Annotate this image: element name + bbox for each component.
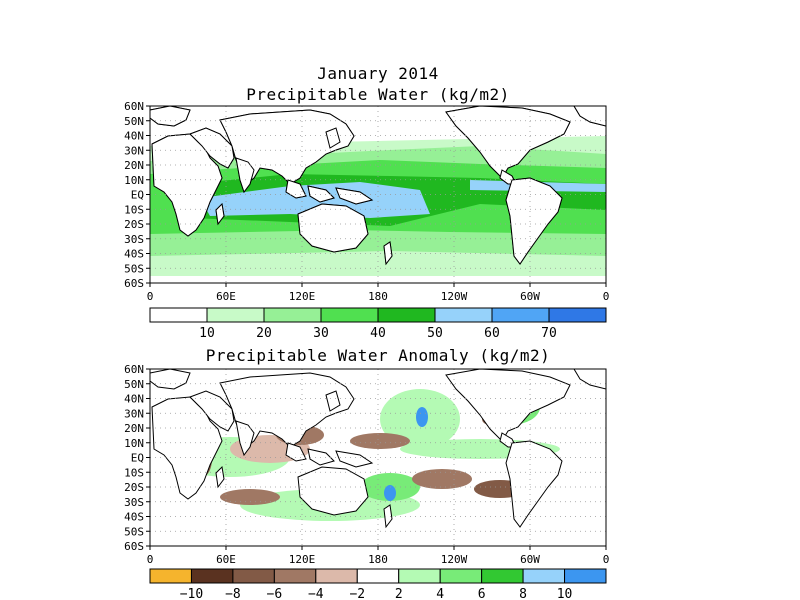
lon-tick-label-top: 0 xyxy=(147,290,154,303)
lon-tick-label-bottom: 60E xyxy=(216,553,236,566)
lat-tick-label-bottom: 60S xyxy=(124,540,144,553)
colorbar-label-anomaly: 6 xyxy=(478,587,486,600)
lon-tick-label-bottom: 0 xyxy=(147,553,154,566)
lat-tick-label-top: 40S xyxy=(124,248,144,261)
colorbar-swatch-anomaly xyxy=(190,568,234,584)
colorbar-swatch-pw xyxy=(434,307,493,323)
lon-tick-label-top: 180 xyxy=(368,290,388,303)
colorbar-label-pw: 50 xyxy=(427,326,443,341)
colorbar-swatch-anomaly xyxy=(232,568,275,584)
lon-axis-bottom: 0 60E 120E 180 120W 60W 0 xyxy=(147,546,610,566)
colorbar-swatch-pw xyxy=(377,307,436,323)
lon-tick-label-bottom: 120W xyxy=(441,553,468,566)
chart-title-anomaly: Precipitable Water Anomaly (kg/m2) xyxy=(205,346,551,365)
colorbar-swatch-pw xyxy=(263,307,322,323)
colorbar-label-pw: 60 xyxy=(484,326,500,341)
lat-tick-label-top: 30S xyxy=(124,233,144,246)
lon-tick-label-top: 120W xyxy=(441,290,468,303)
colorbar-label-anomaly: 2 xyxy=(395,587,403,600)
colorbar-anomaly: −10 −8 −6 −4 −2 2 4 6 8 10 xyxy=(149,568,607,600)
colorbar-swatch-anomaly xyxy=(522,568,566,584)
lon-tick-label-top: 60E xyxy=(216,290,236,303)
colorbar-swatch-pw xyxy=(320,307,379,323)
lon-tick-label-top: 0 xyxy=(603,290,610,303)
colorbar-label-anomaly: −6 xyxy=(267,587,283,600)
colorbar-swatch-anomaly xyxy=(315,568,358,584)
lon-tick-label-bottom: 120E xyxy=(289,553,316,566)
lat-tick-label-top: 50S xyxy=(124,262,144,275)
colorbar-swatch-pw xyxy=(149,307,208,323)
colorbar-label-anomaly: −4 xyxy=(308,587,324,600)
lon-tick-label-bottom: 180 xyxy=(368,553,388,566)
lat-tick-label-bottom: 20N xyxy=(124,422,144,435)
grid-bottom xyxy=(150,369,606,546)
lat-tick-label-top: 20S xyxy=(124,218,144,231)
lat-tick-label-top: 40N xyxy=(124,130,144,143)
colorbar-swatch-pw xyxy=(491,307,550,323)
lat-tick-label-top: 20N xyxy=(124,159,144,172)
colorbar-swatch-anomaly xyxy=(564,568,607,584)
colorbar-label-anomaly: −10 xyxy=(180,587,203,600)
colorbar-label-anomaly: −2 xyxy=(349,587,365,600)
lat-tick-label-top: 30N xyxy=(124,144,144,157)
lat-tick-label-bottom: 10N xyxy=(124,437,144,450)
lon-axis-top: 0 60E 120E 180 120W 60W 0 xyxy=(147,283,610,303)
chart-title-pw: Precipitable Water (kg/m2) xyxy=(246,85,510,104)
lat-tick-label-bottom: EQ xyxy=(131,452,144,465)
colorbar-swatch-pw xyxy=(206,307,265,323)
colorbar-swatch-anomaly xyxy=(149,568,192,584)
colorbar-label-pw: 70 xyxy=(541,326,557,341)
lon-tick-label-top: 120E xyxy=(289,290,316,303)
colorbar-label-anomaly: −8 xyxy=(225,587,241,600)
colorbar-label-anomaly: 4 xyxy=(436,587,444,600)
colorbar-swatch-anomaly xyxy=(398,568,441,584)
lat-tick-label-bottom: 60N xyxy=(124,363,144,376)
lon-tick-label-bottom: 60W xyxy=(520,553,540,566)
lat-tick-label-top: 10S xyxy=(124,203,144,216)
colorbar-swatch-anomaly xyxy=(439,568,483,584)
lat-tick-label-top: 50N xyxy=(124,115,144,128)
colorbar-swatch-anomaly xyxy=(273,568,317,584)
colorbar-swatch-anomaly xyxy=(481,568,524,584)
colorbar-label-anomaly: 10 xyxy=(557,587,573,600)
lat-tick-label-bottom: 30S xyxy=(124,496,144,509)
colorbar-label-pw: 10 xyxy=(199,326,215,341)
lat-tick-label-bottom: 50S xyxy=(124,525,144,538)
colorbar-label-anomaly: 8 xyxy=(519,587,527,600)
chart-title-month: January 2014 xyxy=(317,64,439,83)
lat-tick-label-top: 60N xyxy=(124,100,144,113)
lat-tick-label-bottom: 40S xyxy=(124,511,144,524)
lat-tick-label-bottom: 50N xyxy=(124,378,144,391)
colorbar-pw: 10 20 30 40 50 60 70 xyxy=(149,307,607,341)
grid-top xyxy=(150,106,606,283)
lat-tick-label-bottom: 20S xyxy=(124,481,144,494)
lat-tick-label-bottom: 30N xyxy=(124,407,144,420)
colorbar-swatch-pw xyxy=(548,307,607,323)
lat-tick-label-top: EQ xyxy=(131,189,144,202)
lat-tick-label-top: 60S xyxy=(124,277,144,290)
lon-tick-label-bottom: 0 xyxy=(603,553,610,566)
colorbar-label-pw: 20 xyxy=(256,326,272,341)
lat-tick-label-bottom: 40N xyxy=(124,393,144,406)
lat-tick-label-bottom: 10S xyxy=(124,466,144,479)
lon-tick-label-top: 60W xyxy=(520,290,540,303)
colorbar-label-pw: 40 xyxy=(370,326,386,341)
lat-tick-label-top: 10N xyxy=(124,174,144,187)
colorbar-label-pw: 30 xyxy=(313,326,329,341)
colorbar-swatch-anomaly xyxy=(356,568,400,584)
